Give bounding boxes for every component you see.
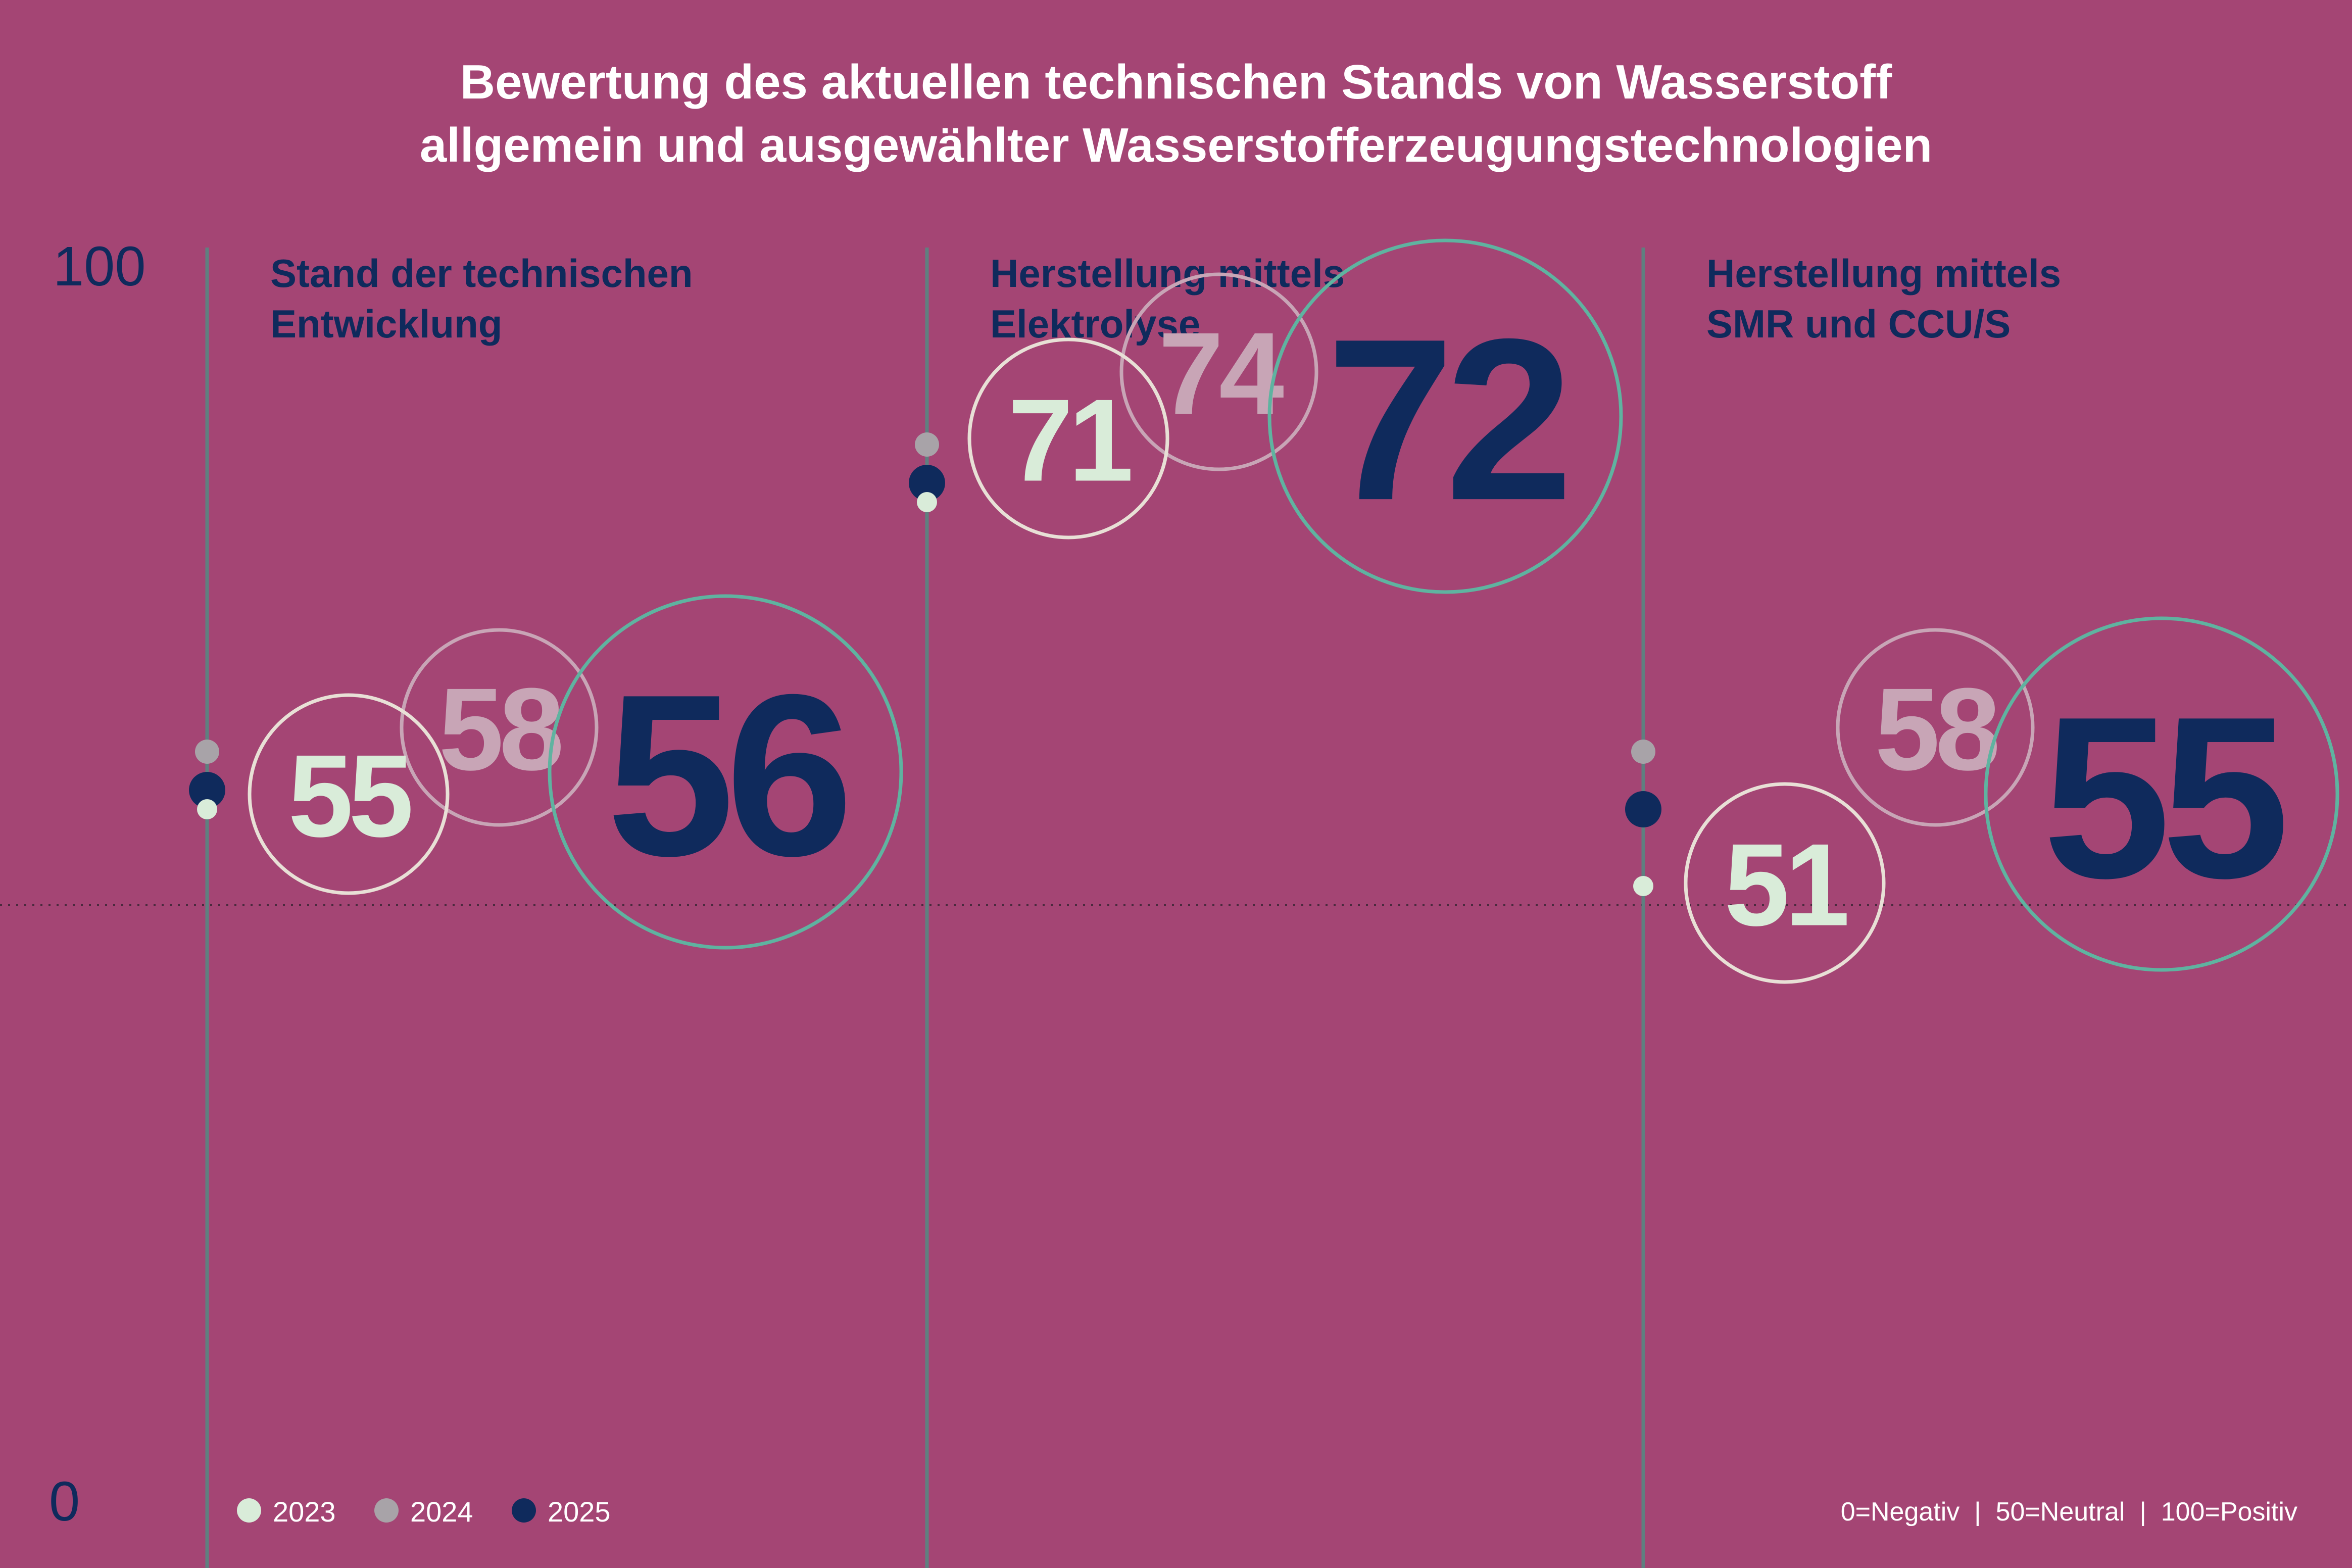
- panel-title-line-1: Herstellung mittels: [1706, 251, 2061, 296]
- value-label-2025: 72: [1327, 290, 1568, 548]
- value-ring-2023: [967, 337, 1169, 540]
- value-label-2023: 51: [1724, 820, 1847, 951]
- legend-marker-2024: [374, 1498, 399, 1523]
- value-ring-2023: [248, 693, 450, 895]
- axis-dot-2024: [1631, 740, 1655, 764]
- value-ring-2024: [1119, 272, 1318, 471]
- scale-note: 0=Negativ | 50=Neutral | 100=Positiv: [1841, 1497, 2297, 1527]
- value-ring-2025: [1267, 238, 1623, 594]
- axis-dot-2025: [1625, 791, 1661, 827]
- panel-title-line-2: Entwicklung: [270, 302, 502, 346]
- value-label-2023: 55: [288, 731, 411, 862]
- axis-dot-2024: [195, 740, 219, 764]
- y-axis-max-label: 100: [53, 235, 146, 298]
- legend: 2023 2024 2025: [237, 1496, 611, 1528]
- value-label-2025: 56: [607, 646, 848, 904]
- axis-dot-2023: [917, 492, 937, 512]
- legend-label-2025: 2025: [548, 1496, 611, 1528]
- value-ring-2023: [1684, 782, 1886, 984]
- value-label-2025: 55: [2043, 668, 2284, 926]
- value-ring-2024: [1836, 628, 2035, 827]
- axis-dot-2023: [197, 799, 217, 819]
- legend-marker-2025: [512, 1498, 536, 1523]
- chart-title-line-1: Bewertung des aktuellen technischen Stan…: [460, 55, 1892, 109]
- panel-title-line-1: Stand der technischen: [270, 251, 693, 296]
- y-axis-min-label: 0: [49, 1471, 80, 1533]
- axis-dot-2025: [189, 772, 225, 808]
- axis-dot-2025: [909, 465, 945, 501]
- legend-label-2024: 2024: [410, 1496, 473, 1528]
- value-label-2024: 74: [1158, 309, 1284, 439]
- value-ring-2025: [548, 594, 903, 950]
- chart-title-line-2: allgemein und ausgewählter Wasserstoffer…: [420, 118, 1932, 172]
- value-label-2024: 58: [1875, 664, 1997, 795]
- value-label-2024: 58: [438, 664, 561, 795]
- value-ring-2025: [1984, 616, 2339, 972]
- value-label-2023: 71: [1008, 375, 1131, 506]
- axis-dot-2024: [915, 432, 939, 457]
- legend-label-2023: 2023: [273, 1496, 336, 1528]
- value-ring-2024: [400, 628, 599, 827]
- axis-dot-2023: [1633, 876, 1653, 896]
- panel-title-line-2: Elektrolyse: [990, 302, 1200, 346]
- panel-title-line-2: SMR und CCU/S: [1706, 302, 2011, 346]
- legend-marker-2023: [237, 1498, 261, 1523]
